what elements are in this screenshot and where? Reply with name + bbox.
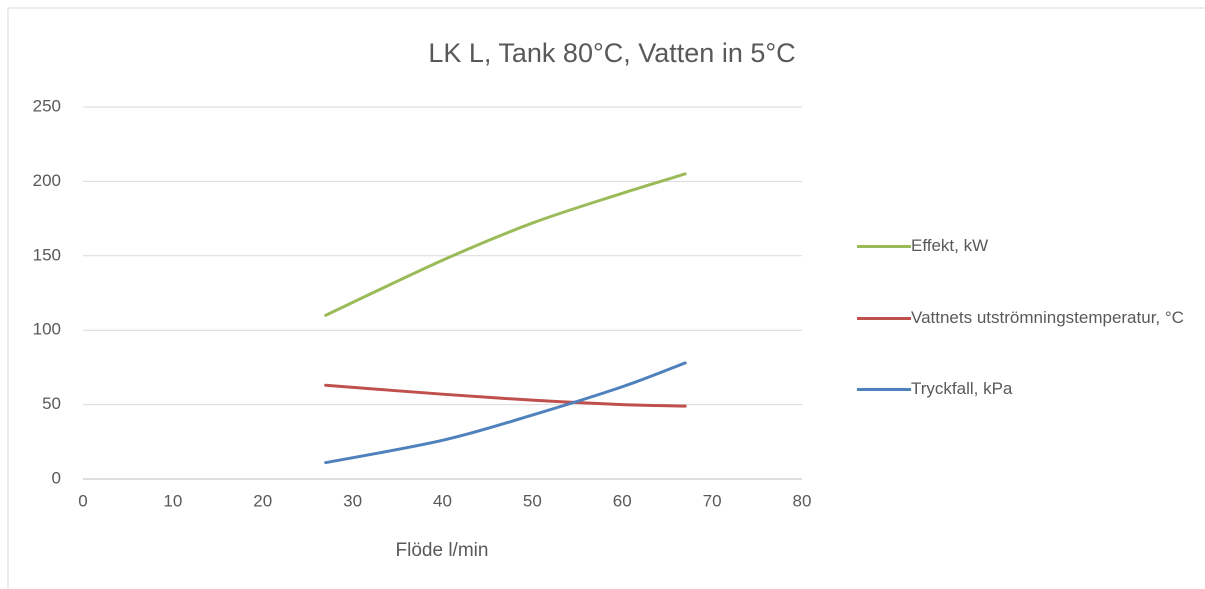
y-tick-label: 0 [52, 468, 61, 487]
x-tick-label: 10 [163, 491, 182, 510]
x-tick-label: 20 [253, 491, 272, 510]
y-tick-label: 200 [33, 171, 61, 190]
x-tick-label: 80 [793, 491, 812, 510]
x-axis-title: Flöde l/min [396, 540, 489, 561]
y-tick-label: 100 [33, 320, 61, 339]
series-line [324, 172, 687, 317]
legend-swatch [857, 317, 911, 320]
y-tick-label: 50 [42, 394, 61, 413]
legend-item: Vattnets utströmningstemperatur, °C [857, 307, 1196, 333]
x-tick-label: 40 [433, 491, 452, 510]
y-tick-label: 250 [33, 96, 61, 115]
legend-item: Tryckfall, kPa [857, 378, 1196, 404]
legend-label: Effekt, kW [911, 236, 989, 255]
legend-item: Effekt, kW [857, 235, 1196, 261]
x-tick-label: 60 [613, 491, 632, 510]
x-tick-label: 70 [703, 491, 722, 510]
legend-label: Tryckfall, kPa [911, 379, 1013, 398]
x-tick-label: 50 [523, 491, 542, 510]
legend-label: Vattnets utströmningstemperatur, °C [911, 308, 1184, 327]
series-line [324, 361, 687, 465]
y-tick-label: 150 [33, 245, 61, 264]
legend-swatch [857, 388, 911, 391]
legend-swatch [857, 245, 911, 248]
chart-title: LK L, Tank 80°C, Vatten in 5°C [428, 38, 795, 68]
x-tick-label: 30 [343, 491, 362, 510]
x-tick-label: 0 [78, 491, 87, 510]
series-line [324, 383, 687, 408]
